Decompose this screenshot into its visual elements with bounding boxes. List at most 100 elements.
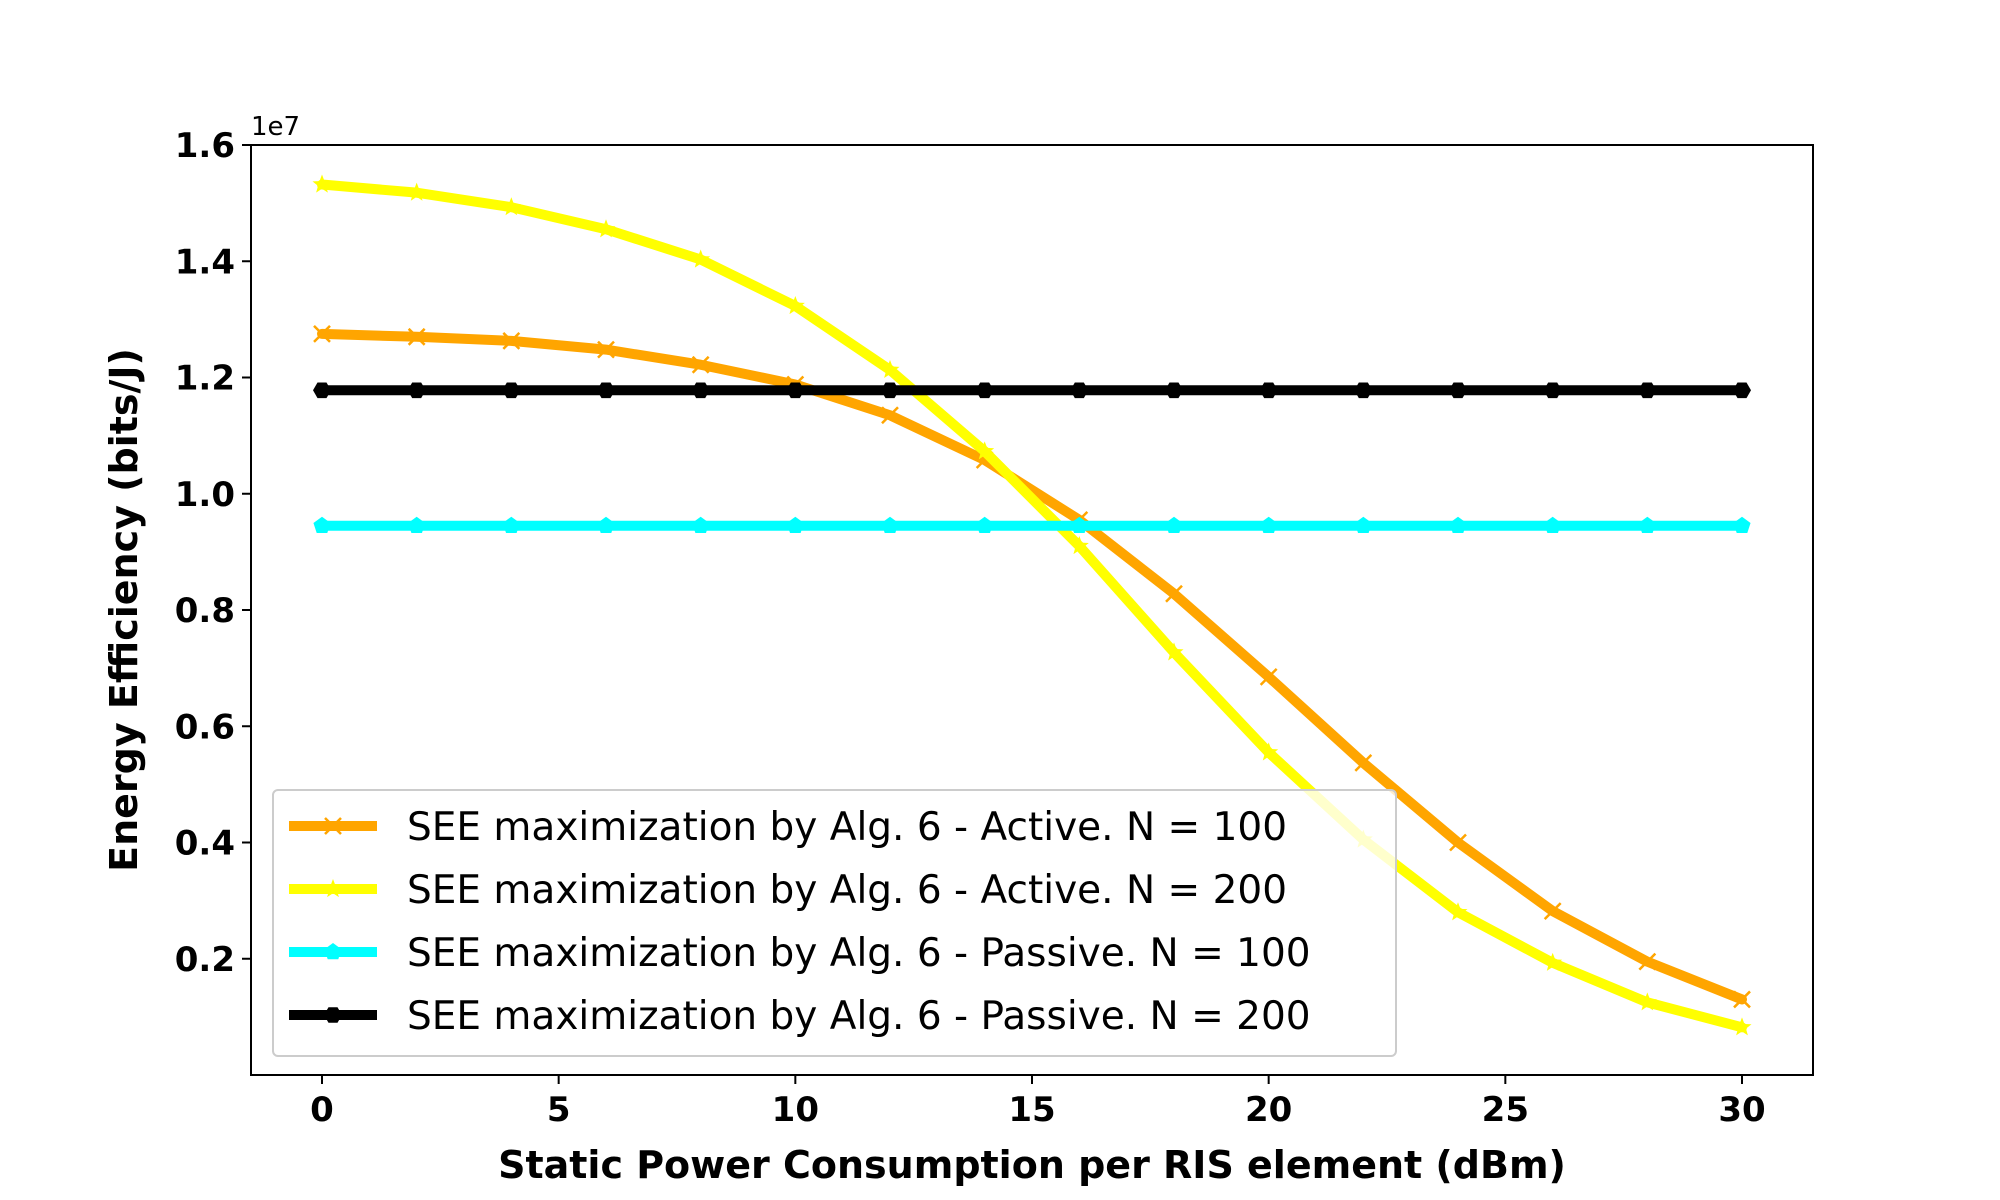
y-tick-label: 1.6 xyxy=(175,126,235,166)
data-point xyxy=(786,516,804,533)
data-point xyxy=(691,382,710,399)
y-tick-label: 0.8 xyxy=(175,591,235,631)
y-tick-label: 0.2 xyxy=(175,940,235,980)
legend: SEE maximization by Alg. 6 - Active. N =… xyxy=(272,789,1397,1057)
series-3 xyxy=(313,516,1751,533)
data-point xyxy=(975,441,995,460)
x-tick-label: 0 xyxy=(310,1090,334,1130)
data-point xyxy=(502,382,521,399)
data-point xyxy=(1543,382,1562,399)
data-point xyxy=(1448,902,1468,921)
legend-item: SEE maximization by Alg. 6 - Active. N =… xyxy=(289,868,1287,913)
data-point xyxy=(1354,753,1373,772)
series-1 xyxy=(313,325,1751,1009)
data-point xyxy=(1543,952,1563,971)
legend-marker xyxy=(324,1007,342,1023)
y-axis: 0.2 0.4 0.6 0.8 1.0 1.2 1.4 1.6 xyxy=(175,126,251,980)
data-point xyxy=(596,219,616,238)
y-axis-offset-label: 1e7 xyxy=(251,112,300,142)
data-point xyxy=(1638,516,1656,533)
data-point xyxy=(976,516,994,533)
x-tick-label: 15 xyxy=(1008,1090,1055,1130)
data-point xyxy=(692,516,710,533)
legend-label: SEE maximization by Alg. 6 - Passive. N … xyxy=(407,931,1311,976)
x-tick-label: 10 xyxy=(772,1090,819,1130)
data-point xyxy=(313,382,331,399)
data-point xyxy=(408,516,426,533)
data-point xyxy=(1638,952,1657,971)
legend-item: SEE maximization by Alg. 6 - Active. N =… xyxy=(289,805,1287,850)
legend-marker xyxy=(323,879,343,898)
data-point xyxy=(881,516,899,533)
data-point xyxy=(1733,990,1751,1009)
data-point xyxy=(1544,516,1562,533)
data-point xyxy=(502,516,520,533)
data-point xyxy=(1260,516,1278,533)
legend-item: SEE maximization by Alg. 6 - Passive. N … xyxy=(289,931,1311,976)
x-tick-label: 5 xyxy=(547,1090,571,1130)
data-point xyxy=(312,174,332,193)
data-point xyxy=(1354,516,1372,533)
data-point xyxy=(1259,742,1279,761)
y-axis-label: Energy Efficiency (bits/J) xyxy=(102,348,146,872)
data-point xyxy=(1354,382,1373,399)
data-point xyxy=(1259,667,1278,686)
legend-label: SEE maximization by Alg. 6 - Passive. N … xyxy=(407,994,1311,1039)
data-point xyxy=(1733,516,1751,533)
x-tick-label: 30 xyxy=(1718,1090,1765,1130)
data-point xyxy=(1165,584,1183,603)
data-point xyxy=(1070,382,1089,399)
data-point xyxy=(1449,382,1467,399)
data-point xyxy=(1165,382,1183,399)
legend-label: SEE maximization by Alg. 6 - Active. N =… xyxy=(407,868,1287,913)
data-point xyxy=(691,355,710,374)
x-axis: 0 5 10 15 20 25 30 xyxy=(310,1075,1766,1130)
data-point xyxy=(1069,536,1089,555)
x-tick-label: 25 xyxy=(1482,1090,1529,1130)
data-point xyxy=(880,359,900,379)
data-point xyxy=(313,516,331,533)
legend-box xyxy=(272,789,1397,1057)
data-point xyxy=(1543,902,1562,920)
y-tick-label: 0.4 xyxy=(175,824,235,864)
x-tick-label: 20 xyxy=(1245,1090,1292,1130)
data-point xyxy=(1732,1017,1752,1036)
data-point xyxy=(786,382,805,399)
data-point xyxy=(785,296,805,315)
data-point xyxy=(407,327,426,346)
data-point xyxy=(1165,516,1183,533)
data-point xyxy=(1733,382,1751,399)
y-tick-label: 0.6 xyxy=(175,707,235,747)
data-point xyxy=(881,382,899,399)
legend-marker xyxy=(324,817,342,835)
y-tick-label: 1.4 xyxy=(175,242,235,282)
data-point xyxy=(502,331,521,350)
y-tick-label: 1.0 xyxy=(175,475,235,515)
series-4 xyxy=(313,382,1751,399)
data-point xyxy=(1164,642,1184,661)
y-tick-label: 1.2 xyxy=(175,359,235,399)
plot-series-group xyxy=(312,174,1752,1036)
legend-marker xyxy=(324,943,342,960)
data-point xyxy=(975,382,994,399)
legend-label: SEE maximization by Alg. 6 - Active. N =… xyxy=(407,805,1287,850)
data-point xyxy=(1637,992,1657,1011)
data-point xyxy=(597,382,615,399)
data-point xyxy=(407,382,426,399)
data-point xyxy=(1070,516,1088,533)
data-point xyxy=(881,406,899,425)
series-line xyxy=(317,328,1747,1005)
data-point xyxy=(1259,382,1278,399)
data-point xyxy=(1449,516,1467,533)
data-point xyxy=(313,325,331,343)
x-axis-label: Static Power Consumption per RIS element… xyxy=(498,1143,1566,1187)
data-point xyxy=(691,249,711,268)
data-point xyxy=(501,197,521,216)
data-point xyxy=(597,516,615,533)
legend-item: SEE maximization by Alg. 6 - Passive. N … xyxy=(289,994,1311,1039)
data-point xyxy=(407,182,427,201)
data-point xyxy=(597,340,615,359)
series-line xyxy=(317,179,1747,1033)
data-point xyxy=(1449,833,1467,852)
